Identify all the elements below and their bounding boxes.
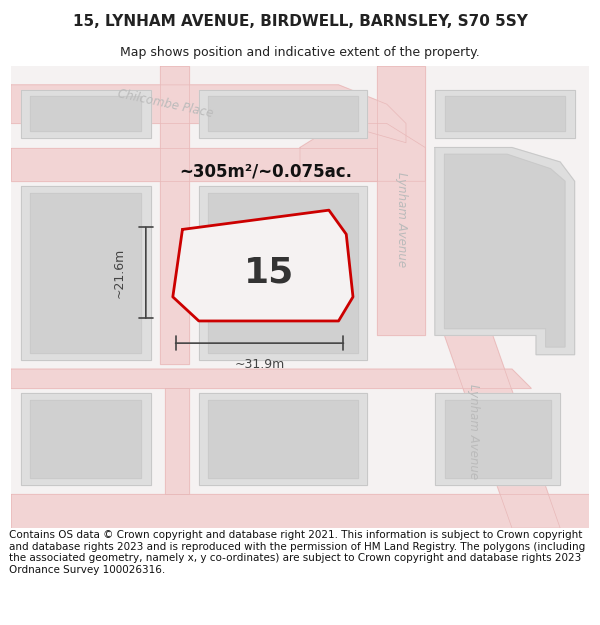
Polygon shape — [445, 336, 560, 528]
Text: Lynham Avenue: Lynham Avenue — [467, 384, 480, 479]
Polygon shape — [173, 210, 353, 321]
Polygon shape — [30, 400, 141, 478]
Polygon shape — [445, 400, 551, 478]
Text: 15, LYNHAM AVENUE, BIRDWELL, BARNSLEY, S70 5SY: 15, LYNHAM AVENUE, BIRDWELL, BARNSLEY, S… — [73, 14, 527, 29]
Polygon shape — [208, 96, 358, 131]
Text: ~21.6m: ~21.6m — [112, 248, 125, 298]
Polygon shape — [445, 96, 565, 131]
Polygon shape — [435, 148, 575, 355]
Polygon shape — [30, 192, 141, 352]
Polygon shape — [30, 96, 141, 131]
Polygon shape — [20, 90, 151, 138]
Polygon shape — [377, 66, 425, 336]
Polygon shape — [160, 66, 189, 364]
Text: Lynham Avenue: Lynham Avenue — [395, 173, 407, 268]
Polygon shape — [208, 400, 358, 478]
Text: Contains OS data © Crown copyright and database right 2021. This information is : Contains OS data © Crown copyright and d… — [9, 530, 585, 575]
Polygon shape — [11, 85, 406, 142]
Polygon shape — [20, 393, 151, 485]
Polygon shape — [11, 369, 531, 388]
Polygon shape — [20, 186, 151, 359]
Polygon shape — [435, 90, 575, 138]
Text: ~305m²/~0.075ac.: ~305m²/~0.075ac. — [179, 162, 353, 181]
Polygon shape — [199, 186, 367, 359]
Polygon shape — [165, 388, 189, 494]
Polygon shape — [300, 124, 425, 181]
Polygon shape — [199, 90, 367, 138]
Text: 15: 15 — [244, 256, 294, 290]
Polygon shape — [11, 66, 589, 528]
Polygon shape — [445, 154, 565, 347]
Text: Chilcombe Place: Chilcombe Place — [116, 88, 214, 121]
Polygon shape — [11, 494, 589, 528]
Polygon shape — [208, 192, 358, 352]
Polygon shape — [199, 393, 367, 485]
Polygon shape — [11, 148, 377, 181]
Text: Map shows position and indicative extent of the property.: Map shows position and indicative extent… — [120, 46, 480, 59]
Polygon shape — [435, 393, 560, 485]
Text: ~31.9m: ~31.9m — [235, 358, 284, 371]
